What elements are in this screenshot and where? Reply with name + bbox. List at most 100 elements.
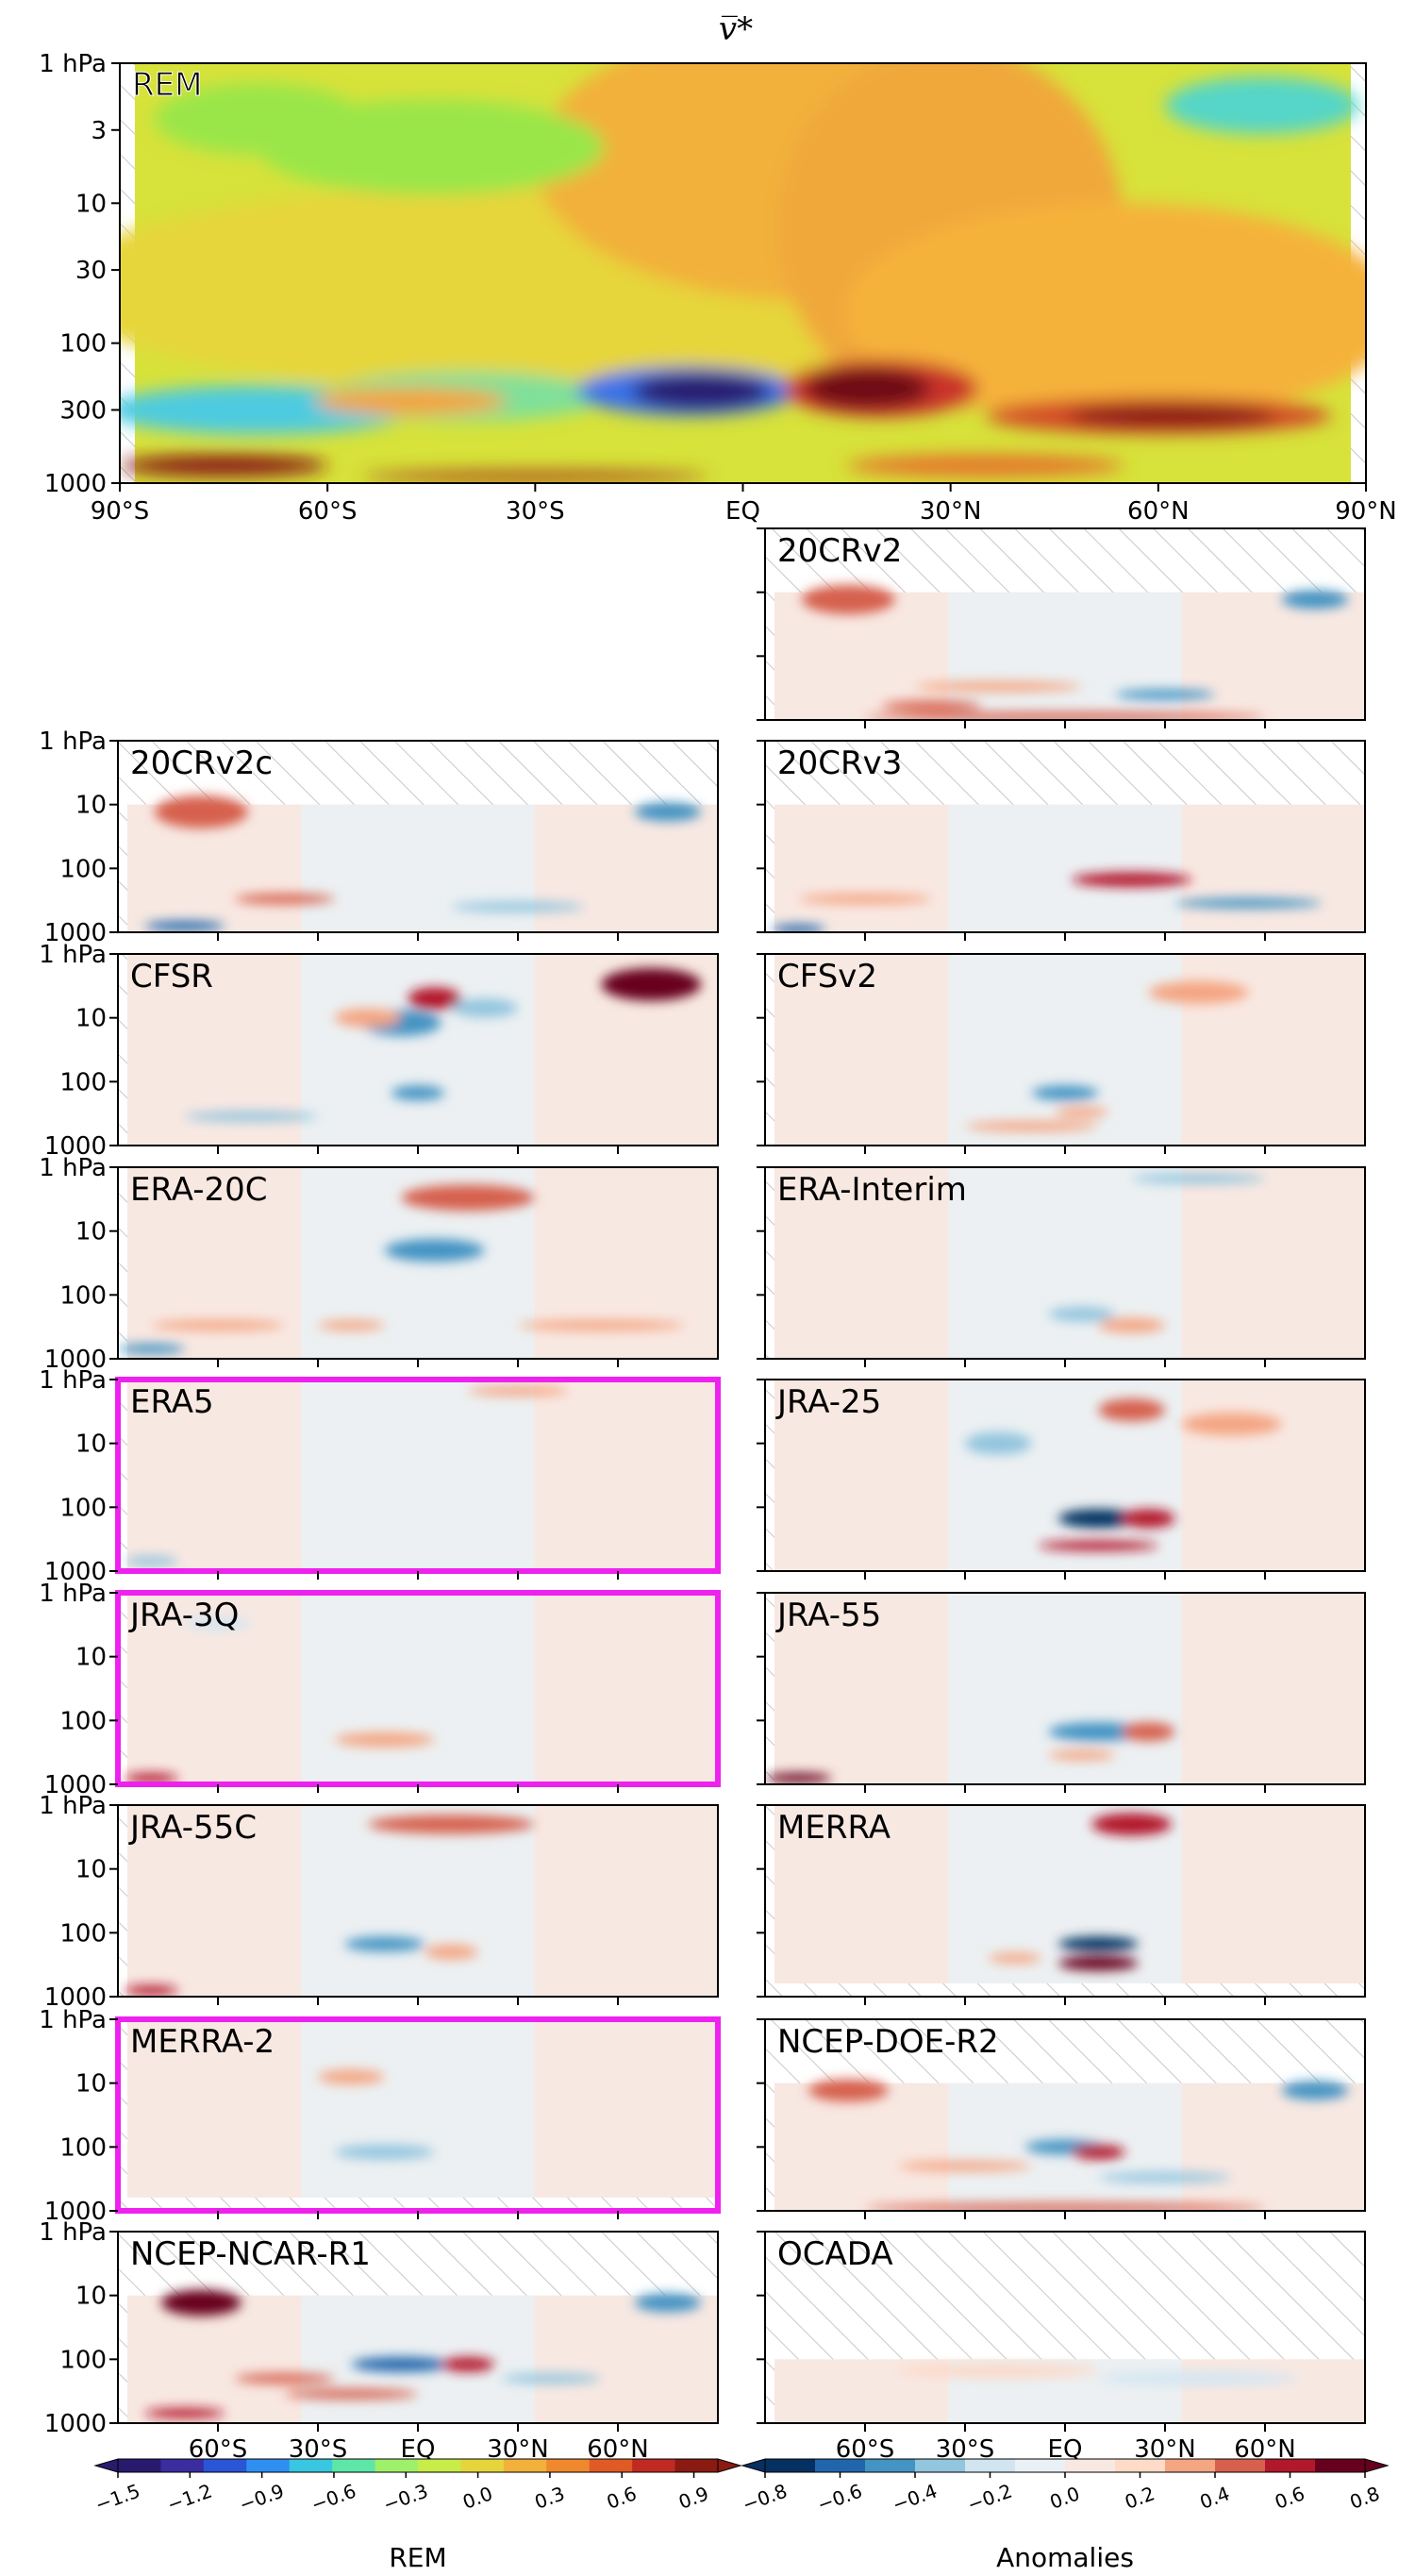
- panel-jra-3q: JRA-3Q 1 hPa 10 100 1000: [39, 1580, 721, 1799]
- colorbar-frame: [117, 2458, 719, 2473]
- y-tick-label: 1000: [44, 1558, 107, 1586]
- colorbars: −1.5 −1.2 −0.9 −0.6 −0.3 0.0 0.3 0.6 0.9REM−0.8−…: [92, 2458, 1390, 2573]
- rem-contour-blob: [361, 471, 708, 483]
- anomaly-blob: [234, 2373, 335, 2384]
- rem-panel-label: REM: [132, 66, 202, 104]
- anomaly-blob: [344, 1936, 425, 1951]
- anomaly-blob: [391, 1085, 445, 1100]
- panel-label: JRA-3Q: [128, 1597, 239, 1634]
- y-tick-label: 100: [59, 2346, 107, 2374]
- y-tick-label: 10: [75, 1856, 107, 1884]
- panel-era-20c: ERA-20C 1 hPa 10 100 1000: [39, 1154, 719, 1374]
- anomaly-blob: [634, 802, 702, 822]
- panel-label: NCEP-NCAR-R1: [130, 2235, 371, 2273]
- panel-field: [765, 1593, 1365, 1784]
- anomaly-blob: [318, 2069, 385, 2084]
- panel-20crv3: 20CRv3: [757, 740, 1366, 941]
- y-tick-label: 1000: [44, 1132, 107, 1161]
- panel-label: MERRA-2: [130, 2023, 275, 2061]
- colorbar-swatch: [1315, 2459, 1366, 2472]
- anomaly-contours: [144, 2289, 702, 2418]
- anomaly-blob: [1057, 1936, 1139, 1951]
- anomaly-background-band: [301, 804, 535, 932]
- anomaly-blob: [1281, 2081, 1349, 2100]
- hatch-surface: [118, 2198, 718, 2211]
- anomaly-blob: [151, 1320, 285, 1330]
- rem-contour-blob: [846, 203, 1366, 422]
- anomaly-blob: [184, 1615, 252, 1631]
- colorbar-tick-label: −0.4: [890, 2479, 941, 2516]
- colorbar-swatch: [160, 2459, 205, 2472]
- y-tick-label: 100: [59, 1281, 107, 1310]
- anomaly-blob: [1072, 2144, 1125, 2160]
- colorbar-tick-label: 0.2: [1122, 2482, 1157, 2513]
- colorbar-tick-label: −1.2: [164, 2479, 215, 2516]
- panel-label: CFSv2: [777, 958, 877, 995]
- colorbar-swatch: [589, 2459, 633, 2472]
- colorbar-extend-max: [717, 2458, 742, 2473]
- anomaly-blob: [915, 681, 1082, 692]
- colorbar-swatch: [965, 2459, 1016, 2472]
- colorbar-swatch: [203, 2459, 247, 2472]
- y-tick-label: 1000: [44, 1771, 107, 1799]
- colorbar-tick-label: 0.6: [1272, 2482, 1307, 2513]
- anomaly-contours: [118, 1184, 685, 1354]
- anomaly-blob: [501, 2373, 602, 2384]
- figure-title: v̅*: [719, 10, 753, 48]
- y-tick-label: 100: [59, 330, 107, 359]
- anomaly-blob: [1148, 980, 1249, 1004]
- anomaly-blob: [1181, 1413, 1282, 1436]
- anomaly-blob: [318, 1320, 385, 1330]
- anomaly-background-band: [301, 954, 535, 1146]
- anomaly-colorbar: −0.8 −0.6 −0.4 −0.2 0.0 0.2 0.4 0.6 0.8 Anomalies: [740, 2458, 1390, 2573]
- y-tick-label: 10: [75, 2070, 107, 2099]
- anomaly-blob: [988, 1952, 1042, 1964]
- anomaly-blob: [1048, 1722, 1149, 1742]
- anomaly-blob: [798, 894, 932, 904]
- anomaly-contours: [125, 1385, 568, 1566]
- anomaly-blob: [125, 1556, 178, 1566]
- y-tick-label: 10: [75, 792, 107, 820]
- anomaly-blob: [184, 1111, 318, 1122]
- y-tick-label: 100: [59, 1707, 107, 1735]
- anomaly-contours: [318, 2069, 435, 2160]
- anomaly-blob: [898, 2161, 1032, 2172]
- anomaly-contours: [964, 980, 1249, 1131]
- panel-label: 20CRv3: [777, 744, 902, 782]
- anomaly-contours: [988, 1813, 1173, 1971]
- anomaly-blob: [1091, 1813, 1173, 1836]
- anomaly-contours: [807, 2079, 1349, 2211]
- y-tick-label: 1 hPa: [39, 941, 107, 969]
- y-tick-label: 1 hPa: [39, 2218, 107, 2247]
- colorbar-tick-label: 0.8: [1347, 2482, 1383, 2513]
- anomaly-contours: [765, 1722, 1175, 1783]
- panel-label: ERA-20C: [130, 1171, 268, 1209]
- colorbar-swatch: [1065, 2459, 1116, 2472]
- anomaly-blob: [765, 1773, 832, 1783]
- anomaly-blob: [1057, 1509, 1139, 1529]
- anomaly-background-band: [948, 592, 1182, 720]
- y-tick-label: 10: [75, 190, 107, 218]
- y-tick-label: 1000: [44, 2198, 107, 2226]
- anomaly-blob: [518, 1320, 685, 1330]
- panel-jra-55c: JRA-55C 1 hPa 10 100 1000: [39, 1792, 719, 2012]
- colorbar-swatch: [503, 2459, 547, 2472]
- x-tick-label: 90°N: [1335, 497, 1397, 526]
- panel-field: [765, 2019, 1365, 2211]
- anomaly-contours: [144, 795, 702, 931]
- anomaly-blob: [898, 2363, 1099, 2378]
- y-tick-label: 1000: [44, 1346, 107, 1374]
- anomaly-background-band: [948, 954, 1182, 1146]
- y-tick-label: 1000: [44, 919, 107, 947]
- rem-contour-blob: [805, 367, 930, 410]
- panel-jra-25: JRA-25: [757, 1379, 1366, 1580]
- panel-era5: ERA5 1 hPa 10 100 1000: [39, 1366, 721, 1586]
- panel-jra-55: JRA-55: [757, 1592, 1366, 1793]
- rem-contours: [120, 63, 1366, 483]
- colorbar-title: REM: [389, 2542, 446, 2573]
- anomaly-background-band: [948, 804, 1182, 932]
- panel-label: JRA-55C: [128, 1809, 257, 1847]
